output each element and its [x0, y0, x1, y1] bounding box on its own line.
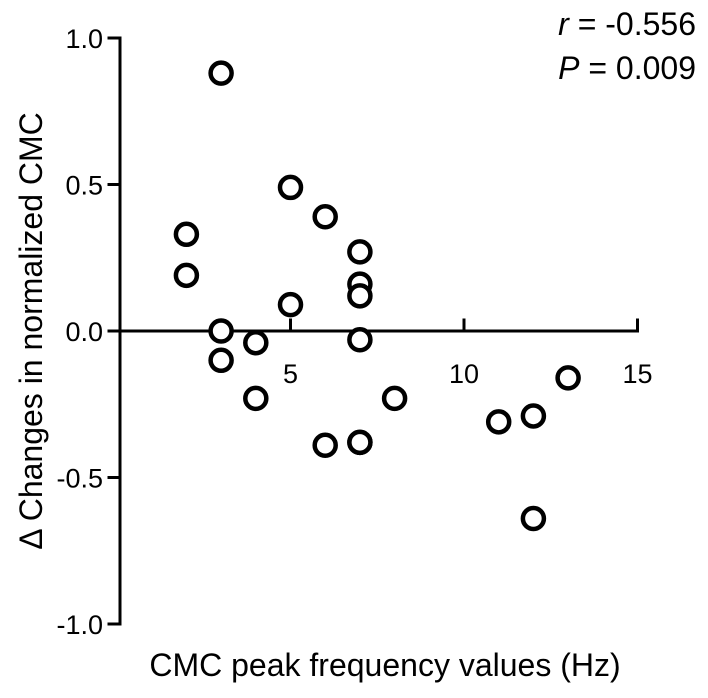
- data-point: [173, 262, 200, 289]
- data-point: [381, 385, 408, 412]
- y-tick-label: -0.5: [56, 464, 103, 494]
- data-point: [208, 347, 234, 374]
- data-point: [520, 403, 547, 429]
- y-tick-label: 0.5: [65, 171, 103, 201]
- data-point: [277, 174, 304, 201]
- x-tick-label: 10: [449, 359, 479, 389]
- p-value-annotation: P = 0.009: [558, 50, 696, 86]
- data-points: [173, 60, 581, 532]
- axes: 1.0 0.5 0.0 -0.5 -1.0 5 10 15: [56, 24, 652, 640]
- x-axis-title: CMC peak frequency values (Hz): [149, 647, 620, 683]
- p-symbol: P: [558, 50, 580, 86]
- y-tick-label: 0.0: [65, 317, 103, 347]
- data-point: [347, 429, 373, 456]
- data-point: [347, 239, 373, 265]
- data-point: [208, 60, 234, 86]
- data-point: [243, 385, 269, 412]
- y-tick-label: -1.0: [56, 610, 103, 640]
- data-point: [485, 409, 512, 435]
- data-point: [208, 318, 234, 344]
- r-value: = -0.556: [569, 6, 696, 42]
- r-symbol: r: [558, 6, 570, 42]
- y-axis-title: Δ Changes in normalized CMC: [13, 112, 49, 550]
- data-point: [555, 365, 581, 391]
- data-point: [243, 329, 269, 356]
- data-point: [312, 203, 338, 230]
- p-value: = 0.009: [579, 50, 696, 86]
- data-point: [520, 505, 547, 532]
- x-tick-label: 5: [283, 359, 298, 389]
- data-point: [347, 283, 373, 309]
- data-point: [347, 327, 373, 353]
- data-point: [277, 291, 304, 318]
- data-point: [173, 221, 200, 248]
- data-point: [312, 432, 338, 459]
- x-tick-label: 15: [622, 359, 652, 389]
- correlation-annotation: r = -0.556: [558, 6, 696, 42]
- y-tick-label: 1.0: [65, 24, 103, 54]
